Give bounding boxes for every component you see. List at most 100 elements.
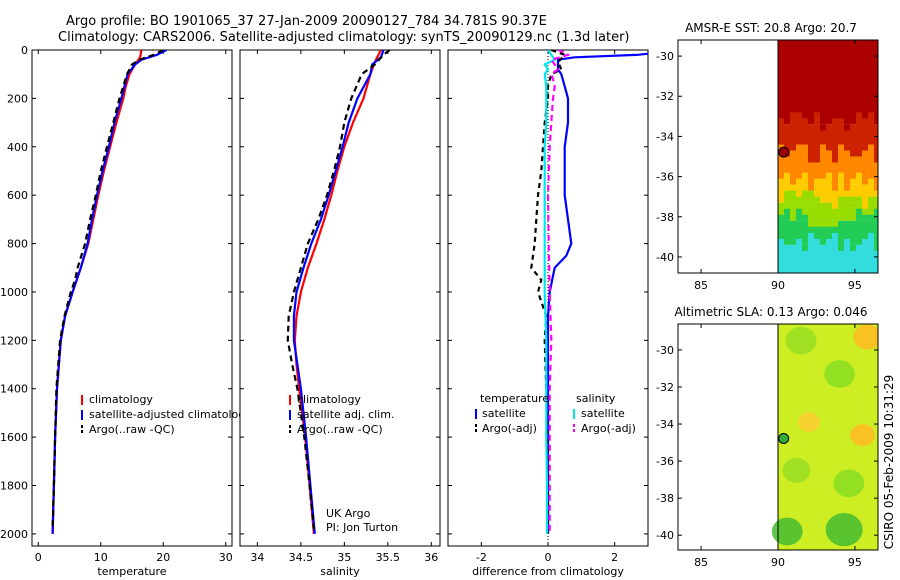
sst-pixel xyxy=(808,232,814,245)
sst-pixel xyxy=(802,118,808,125)
series-line-salinity-argo-adj- xyxy=(546,50,571,534)
map-title: Altimetric SLA: 0.13 Argo: 0.046 xyxy=(674,305,867,319)
x-tick-label: 36 xyxy=(424,551,438,564)
map-altimetric-sla: Altimetric SLA: 0.13 Argo: 0.046 85 90 95 -3… xyxy=(656,305,879,569)
sst-pixel xyxy=(820,178,826,185)
argo-location-marker xyxy=(778,146,790,158)
x-tick-label: 35.5 xyxy=(376,551,401,564)
sst-pixel xyxy=(844,238,850,245)
sst-pixel xyxy=(844,150,850,157)
y-tick-label: -30 xyxy=(656,344,674,357)
header-line-2: Climatology: CARS2006. Satellite-adjuste… xyxy=(58,30,630,45)
sst-pixel xyxy=(850,244,856,251)
sst-pixel xyxy=(838,244,844,251)
map-title: AMSR-E SST: 20.8 Argo: 20.7 xyxy=(685,21,857,35)
sst-pixel xyxy=(802,244,808,251)
sst-band xyxy=(778,244,878,273)
y-tick-label: 1400 xyxy=(0,383,28,396)
sst-pixel xyxy=(790,112,796,125)
sst-pixel xyxy=(820,220,826,227)
y-tick-label: -34 xyxy=(656,418,674,431)
map-field xyxy=(778,40,878,273)
sst-pixel xyxy=(814,220,820,227)
legend-label: climatology xyxy=(297,393,361,406)
sst-pixel xyxy=(820,124,826,131)
sla-patch xyxy=(798,412,820,432)
x-tick-label: 95 xyxy=(848,556,862,569)
sst-pixel xyxy=(832,118,838,125)
sst-pixel xyxy=(874,244,878,251)
sst-pixel xyxy=(850,196,856,203)
y-tick-label: -32 xyxy=(656,90,674,103)
sst-pixel xyxy=(862,118,868,125)
y-tick-label: 2000 xyxy=(0,528,28,541)
legend-label: Argo(..raw -QC) xyxy=(89,423,175,436)
legend-label: climatology xyxy=(89,393,153,406)
y-tick-label: -38 xyxy=(656,492,674,505)
x-axis-label: salinity xyxy=(320,565,360,578)
sst-pixel xyxy=(856,208,862,221)
panel-temperature: 0 10 20 30 0 200 400 600 800 1000 1200 1400 1600 1800… xyxy=(0,44,252,578)
legend-title-salinity: salinity xyxy=(576,392,616,405)
sst-pixel xyxy=(838,172,844,185)
sst-pixel xyxy=(796,208,802,221)
sst-pixel xyxy=(856,196,862,203)
map-amsr-sst: AMSR-E SST: 20.8 Argo: 20.7 85 90 95 -30 -32 -… xyxy=(656,21,879,292)
y-tick-label: -36 xyxy=(656,455,674,468)
sst-pixel xyxy=(802,190,808,203)
header-line-1: Argo profile: BO 1901065_37 27-Jan-2009 … xyxy=(66,14,547,29)
sst-pixel xyxy=(814,112,820,125)
sst-pixel xyxy=(796,238,802,245)
sst-pixel xyxy=(814,156,820,163)
x-tick-label: 2 xyxy=(611,551,618,564)
sst-pixel xyxy=(844,196,850,203)
sst-pixel xyxy=(784,190,790,203)
sst-pixel xyxy=(868,112,874,125)
sst-pixel xyxy=(832,202,838,209)
x-tick-label: 85 xyxy=(694,556,708,569)
sst-pixel xyxy=(796,178,802,185)
sst-pixel xyxy=(832,220,838,227)
sst-pixel xyxy=(862,150,868,157)
credit-uk-argo: UK Argo xyxy=(326,507,371,520)
legend-title-temperature: temperature xyxy=(480,392,549,405)
y-tick-label: -40 xyxy=(656,251,674,264)
sst-pixel xyxy=(832,156,838,163)
x-tick-label: 35 xyxy=(337,551,351,564)
y-tick-label: 400 xyxy=(7,141,28,154)
sst-pixel xyxy=(826,172,832,185)
y-tick-label: 1800 xyxy=(0,480,28,493)
sla-patch xyxy=(853,324,878,350)
sst-pixel xyxy=(784,208,790,221)
x-tick-label: 0 xyxy=(545,551,552,564)
y-tick-label: -32 xyxy=(656,381,674,394)
sst-pixel xyxy=(778,178,784,185)
legend-label: satellite xyxy=(581,407,625,420)
sst-pixel xyxy=(802,144,808,157)
sst-pixel xyxy=(868,196,874,203)
y-tick-label: 800 xyxy=(7,238,28,251)
x-tick-label: 90 xyxy=(771,279,785,292)
series-line-argo-raw-qc- xyxy=(286,50,391,530)
legend-label: satellite-adjusted climatology xyxy=(89,408,252,421)
sla-patch xyxy=(850,424,875,447)
plot-frame xyxy=(239,49,441,547)
sst-pixel xyxy=(874,184,878,191)
sst-pixel xyxy=(862,238,868,245)
y-tick-label: -40 xyxy=(656,529,674,542)
y-tick-label: -36 xyxy=(656,171,674,184)
timestamp: CSIRO 05-Feb-2009 10:31:29 xyxy=(882,375,896,550)
sst-pixel xyxy=(802,172,808,185)
sla-patch xyxy=(824,360,855,388)
sst-pixel xyxy=(856,112,862,125)
x-tick-label: 10 xyxy=(94,551,108,564)
legend-label: satellite adj. clim. xyxy=(297,408,394,421)
sst-pixel xyxy=(790,150,796,157)
sst-pixel xyxy=(832,232,838,245)
sst-pixel xyxy=(874,156,878,163)
y-tick-label: 1000 xyxy=(0,286,28,299)
sst-pixel xyxy=(778,118,784,125)
sst-pixel xyxy=(808,220,814,227)
sst-pixel xyxy=(778,238,784,245)
